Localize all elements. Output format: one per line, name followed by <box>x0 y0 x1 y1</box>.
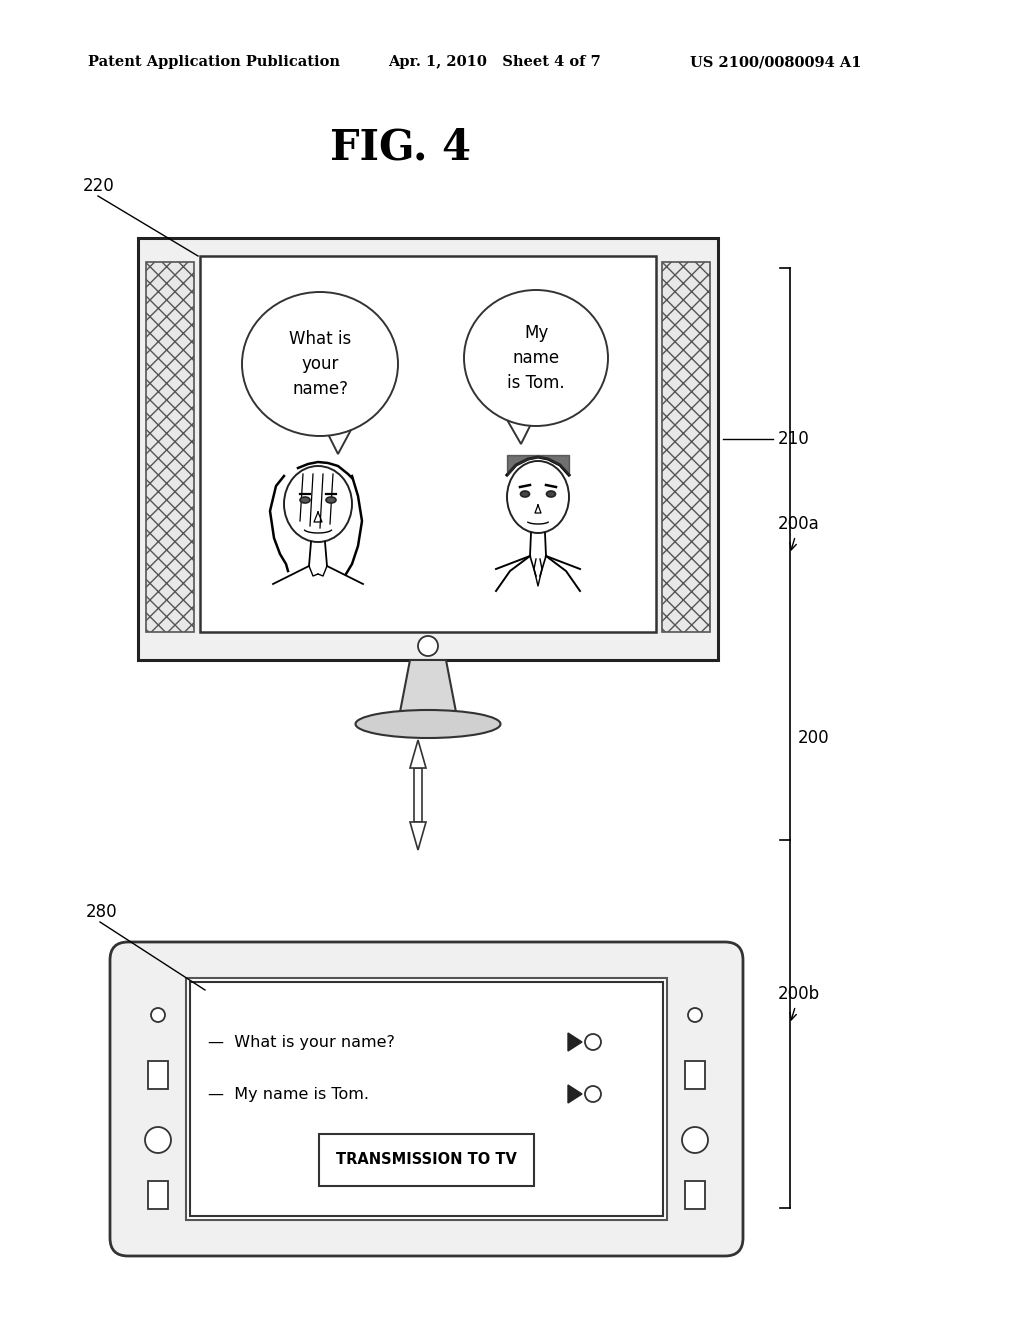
FancyBboxPatch shape <box>110 942 743 1257</box>
Ellipse shape <box>547 491 555 498</box>
Bar <box>319 1134 534 1185</box>
Polygon shape <box>414 768 422 822</box>
Text: 200: 200 <box>798 729 829 747</box>
Ellipse shape <box>355 710 501 738</box>
Ellipse shape <box>242 292 398 436</box>
Text: 220: 220 <box>83 177 115 195</box>
Text: 280: 280 <box>86 903 118 921</box>
Text: Patent Application Publication: Patent Application Publication <box>88 55 340 69</box>
Bar <box>200 256 656 632</box>
Polygon shape <box>568 1085 582 1104</box>
Bar <box>685 1181 705 1209</box>
Polygon shape <box>410 822 426 850</box>
Polygon shape <box>568 1034 582 1051</box>
Text: What is
your
name?: What is your name? <box>289 330 351 399</box>
Ellipse shape <box>326 498 336 503</box>
Circle shape <box>688 1008 702 1022</box>
Text: —  My name is Tom.: — My name is Tom. <box>208 1086 369 1101</box>
Bar <box>146 261 194 632</box>
Polygon shape <box>325 428 352 454</box>
Bar <box>186 978 667 1220</box>
Text: US 2100/0080094 A1: US 2100/0080094 A1 <box>690 55 861 69</box>
Text: 200b: 200b <box>778 985 820 1020</box>
Circle shape <box>145 1127 171 1152</box>
Circle shape <box>418 636 438 656</box>
Text: My
name
is Tom.: My name is Tom. <box>507 323 565 392</box>
Polygon shape <box>410 741 426 768</box>
Circle shape <box>151 1008 165 1022</box>
Bar <box>138 238 718 660</box>
Text: —  What is your name?: — What is your name? <box>208 1035 395 1049</box>
Ellipse shape <box>300 498 310 503</box>
Text: Apr. 1, 2010   Sheet 4 of 7: Apr. 1, 2010 Sheet 4 of 7 <box>388 55 601 69</box>
Bar <box>148 1061 168 1089</box>
Text: FIG. 4: FIG. 4 <box>330 127 470 169</box>
Bar <box>190 982 663 1216</box>
Circle shape <box>682 1127 708 1152</box>
Polygon shape <box>400 660 456 711</box>
Text: 210: 210 <box>778 430 810 447</box>
Text: TRANSMISSION TO TV: TRANSMISSION TO TV <box>336 1152 516 1167</box>
Circle shape <box>585 1034 601 1049</box>
Bar <box>685 1061 705 1089</box>
Ellipse shape <box>284 466 352 543</box>
Ellipse shape <box>507 461 569 533</box>
Ellipse shape <box>520 491 529 498</box>
Text: 200a: 200a <box>778 515 820 550</box>
Polygon shape <box>506 418 534 444</box>
Circle shape <box>585 1086 601 1102</box>
Bar <box>662 261 710 632</box>
Bar <box>148 1181 168 1209</box>
Ellipse shape <box>464 290 608 426</box>
